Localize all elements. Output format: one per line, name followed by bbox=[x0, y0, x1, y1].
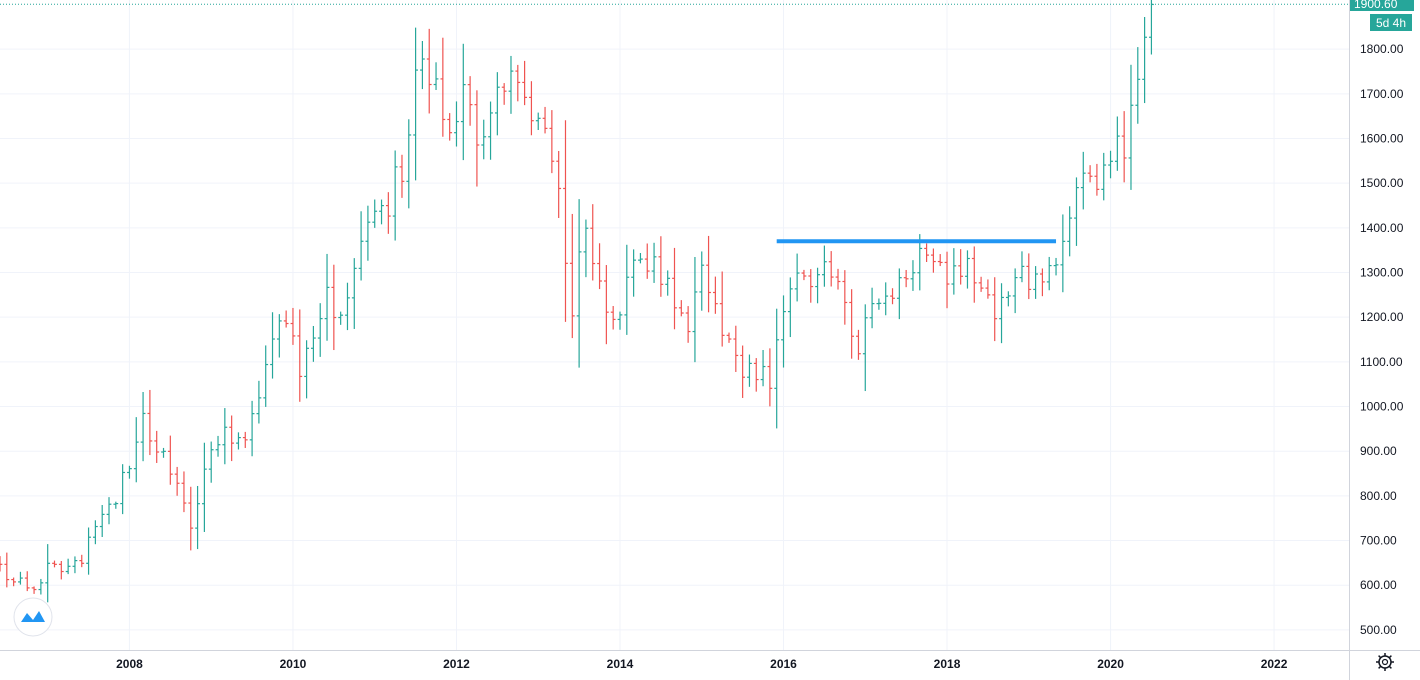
x-tick-label: 2016 bbox=[770, 657, 797, 671]
y-tick-label: 1600.00 bbox=[1360, 131, 1404, 145]
gear-teeth bbox=[1376, 653, 1394, 671]
y-tick-label: 1800.00 bbox=[1360, 42, 1404, 56]
countdown-badge-bg bbox=[1370, 14, 1412, 31]
gear-ring bbox=[1378, 655, 1392, 669]
x-tick-label: 2012 bbox=[443, 657, 470, 671]
settings-gear-icon[interactable] bbox=[1376, 653, 1394, 671]
x-tick-label: 2014 bbox=[607, 657, 634, 671]
x-tick-label: 2020 bbox=[1097, 657, 1124, 671]
y-tick-label: 500.00 bbox=[1360, 623, 1397, 637]
x-tick-label: 2022 bbox=[1261, 657, 1288, 671]
ohlc-bars bbox=[0, 0, 1154, 603]
bar-countdown-label: 5d 4h bbox=[1376, 16, 1406, 30]
y-tick-label: 1700.00 bbox=[1360, 87, 1404, 101]
logo-circle bbox=[13, 597, 53, 637]
x-tick-label: 2018 bbox=[934, 657, 961, 671]
y-tick-label: 1100.00 bbox=[1360, 355, 1403, 369]
y-tick-label: 1000.00 bbox=[1360, 400, 1404, 414]
y-tick-label: 900.00 bbox=[1360, 444, 1397, 458]
horizontal-level-layer bbox=[0, 3, 1349, 244]
x-tick-label: 2008 bbox=[116, 657, 143, 671]
y-tick-label: 1400.00 bbox=[1360, 221, 1404, 235]
logo-icon bbox=[21, 611, 45, 622]
tradingview-logo[interactable] bbox=[13, 597, 53, 637]
y-tick-label: 1200.00 bbox=[1360, 310, 1404, 324]
last-price-badge: 1900.60 5d 4h bbox=[1350, 0, 1414, 31]
gear-hub bbox=[1381, 658, 1389, 666]
last-price-label: 1900.60 bbox=[1354, 0, 1398, 11]
y-tick-label: 600.00 bbox=[1360, 578, 1397, 592]
y-tick-label: 700.00 bbox=[1360, 534, 1397, 548]
y-tick-label: 1500.00 bbox=[1360, 176, 1404, 190]
y-tick-label: 800.00 bbox=[1360, 489, 1397, 503]
x-tick-label: 2010 bbox=[280, 657, 307, 671]
last-price-badge-bg bbox=[1350, 0, 1414, 11]
y-tick-label: 1300.00 bbox=[1360, 266, 1404, 280]
